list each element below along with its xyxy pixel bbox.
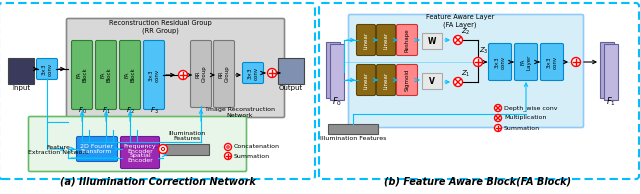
Text: 3×3
conv: 3×3 conv	[148, 68, 159, 81]
Circle shape	[454, 77, 463, 87]
Text: V: V	[429, 76, 435, 86]
Text: $F_1$: $F_1$	[102, 106, 110, 116]
Text: $F_1$: $F_1$	[606, 96, 616, 108]
Text: Sigmoid: Sigmoid	[404, 69, 410, 91]
Text: Illumination Features: Illumination Features	[320, 137, 386, 141]
Text: Spatial
Encoder: Spatial Encoder	[127, 153, 153, 163]
Text: $F_3$: $F_3$	[150, 106, 158, 116]
FancyBboxPatch shape	[376, 24, 396, 55]
FancyBboxPatch shape	[143, 41, 164, 109]
Text: Summation: Summation	[234, 153, 270, 158]
Text: Linear: Linear	[383, 31, 388, 48]
Bar	[278, 58, 304, 84]
Text: Illumination
Features: Illumination Features	[168, 131, 205, 141]
FancyBboxPatch shape	[319, 3, 639, 179]
Text: $Z_1$: $Z_1$	[461, 69, 471, 79]
FancyBboxPatch shape	[214, 41, 234, 107]
Text: $Z_3$: $Z_3$	[479, 46, 489, 56]
Text: (a) Illumination Correction Network: (a) Illumination Correction Network	[60, 177, 256, 187]
Circle shape	[225, 144, 232, 151]
FancyBboxPatch shape	[191, 41, 211, 107]
Text: 3×3
conv: 3×3 conv	[248, 66, 259, 80]
FancyBboxPatch shape	[515, 43, 538, 81]
Circle shape	[495, 125, 502, 132]
Text: Linear: Linear	[364, 71, 369, 89]
Text: 3×3
conv: 3×3 conv	[42, 62, 52, 75]
FancyBboxPatch shape	[356, 64, 376, 95]
Text: 3×3
conv: 3×3 conv	[495, 55, 506, 68]
FancyBboxPatch shape	[356, 24, 376, 55]
FancyBboxPatch shape	[36, 59, 58, 80]
Text: $Z_2$: $Z_2$	[461, 27, 471, 37]
Circle shape	[454, 36, 463, 44]
Text: FA
Block: FA Block	[125, 68, 136, 82]
Bar	[8, 58, 34, 84]
Bar	[326, 42, 340, 98]
FancyBboxPatch shape	[397, 64, 417, 95]
Bar	[328, 124, 378, 134]
Circle shape	[227, 146, 229, 148]
Text: FA
Block: FA Block	[100, 68, 111, 82]
Text: Multiplication: Multiplication	[504, 115, 547, 120]
Text: FA
Block: FA Block	[77, 68, 88, 82]
FancyBboxPatch shape	[120, 41, 141, 109]
FancyBboxPatch shape	[95, 41, 116, 109]
Text: 2D Fourier
Transform: 2D Fourier Transform	[81, 144, 113, 154]
Text: $F_0$: $F_0$	[77, 106, 86, 116]
Text: Linear: Linear	[383, 71, 388, 89]
Circle shape	[179, 70, 188, 80]
Text: $F_0$: $F_0$	[332, 96, 342, 108]
Text: RR
Group: RR Group	[196, 66, 206, 82]
Text: Frequency
Encoder: Frequency Encoder	[124, 144, 156, 154]
Circle shape	[495, 105, 502, 112]
FancyBboxPatch shape	[29, 117, 246, 171]
Text: Input: Input	[12, 85, 30, 91]
Text: (b) Feature Aware Block(FA Block): (b) Feature Aware Block(FA Block)	[385, 177, 572, 187]
FancyBboxPatch shape	[72, 41, 93, 109]
Text: Summation: Summation	[504, 126, 540, 131]
Text: Output: Output	[279, 85, 303, 91]
Circle shape	[495, 114, 502, 121]
FancyBboxPatch shape	[541, 43, 563, 81]
FancyBboxPatch shape	[488, 43, 511, 81]
Text: Feature Aware Layer
(FA Layer): Feature Aware Layer (FA Layer)	[426, 14, 494, 28]
Text: RR
Group: RR Group	[219, 66, 229, 82]
FancyBboxPatch shape	[397, 24, 417, 55]
Bar	[422, 73, 442, 89]
Text: 3×3
conv: 3×3 conv	[547, 55, 557, 68]
Text: Reconstruction Residual Group
(RR Group): Reconstruction Residual Group (RR Group)	[109, 20, 211, 34]
FancyBboxPatch shape	[67, 18, 285, 118]
Text: FA
Layer: FA Layer	[520, 54, 531, 70]
Bar	[165, 144, 209, 155]
FancyBboxPatch shape	[120, 147, 159, 169]
Text: Feature
Extraction Network: Feature Extraction Network	[28, 145, 88, 155]
FancyBboxPatch shape	[77, 137, 118, 161]
Text: Linear: Linear	[364, 31, 369, 48]
Text: Concatenation: Concatenation	[234, 145, 280, 150]
FancyBboxPatch shape	[0, 3, 315, 179]
Text: Depth_wise conv: Depth_wise conv	[504, 105, 557, 111]
Bar	[604, 44, 618, 100]
Text: Reshape: Reshape	[404, 28, 410, 52]
Bar	[600, 42, 614, 98]
Bar	[330, 44, 344, 100]
FancyBboxPatch shape	[243, 62, 264, 83]
Bar	[422, 33, 442, 49]
FancyBboxPatch shape	[376, 64, 396, 95]
Circle shape	[161, 147, 164, 151]
FancyBboxPatch shape	[349, 15, 584, 127]
Text: Image Reconstruction
Network: Image Reconstruction Network	[205, 107, 275, 118]
FancyBboxPatch shape	[120, 137, 159, 161]
Circle shape	[572, 57, 580, 67]
Text: W: W	[428, 36, 436, 46]
Circle shape	[225, 152, 232, 159]
Circle shape	[159, 145, 168, 153]
Text: $F_2$: $F_2$	[125, 106, 134, 116]
Circle shape	[474, 57, 483, 67]
Circle shape	[268, 68, 276, 77]
